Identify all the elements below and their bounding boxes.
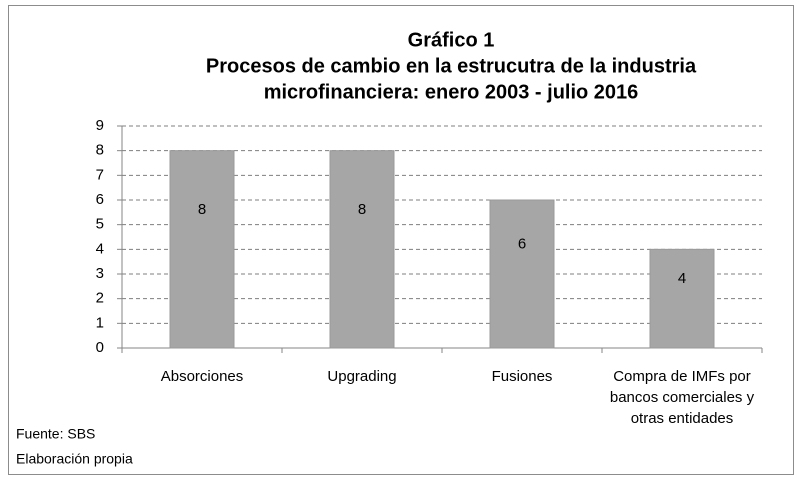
y-tick-label: 4 bbox=[96, 240, 104, 257]
chart-title: Gráfico 1 bbox=[408, 29, 495, 51]
y-tick-label: 9 bbox=[96, 117, 104, 134]
x-tick-label: Absorciones bbox=[160, 368, 244, 385]
y-tick-label: 5 bbox=[96, 216, 104, 233]
data-label: 6 bbox=[518, 235, 526, 252]
source-note: Elaboración propia bbox=[16, 451, 133, 467]
x-tick-label: Compra de IMFs por bancos comerciales y … bbox=[609, 368, 755, 427]
y-tick-label: 7 bbox=[96, 166, 104, 183]
x-tick-label: Fusiones bbox=[491, 368, 553, 385]
y-tick-label: 3 bbox=[96, 265, 104, 282]
x-tick-label: Upgrading bbox=[327, 368, 397, 385]
data-label: 8 bbox=[358, 201, 366, 218]
y-tick-label: 8 bbox=[96, 142, 104, 159]
bar bbox=[649, 248, 715, 349]
chart-title: microfinanciera: enero 2003 - julio 2016 bbox=[264, 81, 639, 103]
chart-frame bbox=[8, 5, 794, 475]
chart-title: Procesos de cambio en la estrucutra de l… bbox=[206, 55, 697, 77]
bar bbox=[169, 150, 235, 349]
y-tick-label: 0 bbox=[96, 339, 104, 356]
y-tick-label: 2 bbox=[96, 290, 104, 307]
bar bbox=[489, 199, 555, 349]
y-tick-label: 1 bbox=[96, 314, 104, 331]
source-note: Fuente: SBS bbox=[16, 426, 95, 442]
bar bbox=[329, 150, 395, 349]
data-label: 4 bbox=[678, 270, 686, 287]
y-tick-label: 6 bbox=[96, 191, 104, 208]
data-label: 8 bbox=[198, 201, 206, 218]
